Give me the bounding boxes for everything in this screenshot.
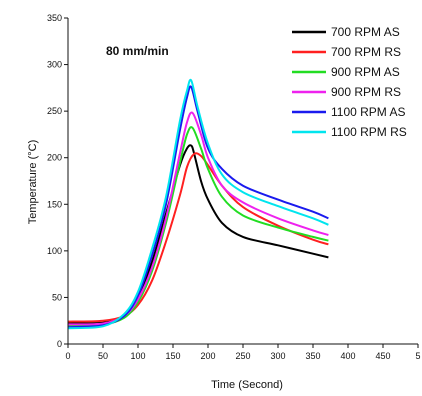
x-tick-label: 450 [375, 351, 390, 361]
legend-label-700-rpm-rs: 700 RPM RS [331, 45, 401, 59]
y-tick-label: 200 [47, 153, 62, 163]
x-tick-label: 400 [340, 351, 355, 361]
y-tick-label: 100 [47, 246, 62, 256]
y-axis-title: Temperature (°C) [27, 140, 39, 224]
x-tick-label: 350 [305, 351, 320, 361]
y-tick-label: 250 [47, 106, 62, 116]
x-axis-title: Time (Second) [211, 379, 283, 391]
y-tick-label: 150 [47, 199, 62, 209]
x-tick-label: 300 [270, 351, 285, 361]
series-line-1100-rpm-rs [67, 78, 329, 330]
y-tick-label: 0 [57, 339, 62, 349]
legend-label-900-rpm-as: 900 RPM AS [331, 65, 400, 79]
x-tick-label: 0 [65, 351, 70, 361]
chart-annotation: 80 mm/min [106, 44, 169, 58]
x-tick-label: 100 [130, 351, 145, 361]
x-tick-label: 150 [165, 351, 180, 361]
x-tick-label: 200 [200, 351, 215, 361]
legend-label-700-rpm-as: 700 RPM AS [331, 25, 400, 39]
x-tick-label: 50 [98, 351, 108, 361]
x-tick-label: 250 [235, 351, 250, 361]
legend-label-1100-rpm-as: 1100 RPM AS [331, 105, 405, 119]
series-line-700-rpm-rs [67, 152, 329, 323]
y-tick-label: 50 [52, 292, 62, 302]
legend-label-900-rpm-rs: 900 RPM RS [331, 85, 401, 99]
series-line-1100-rpm-as [67, 85, 329, 329]
y-tick-label: 350 [47, 13, 62, 23]
y-tick-label: 300 [47, 60, 62, 70]
series-line-900-rpm-as [67, 126, 329, 327]
series-line-900-rpm-rs [67, 111, 329, 326]
legend-label-1100-rpm-rs: 1100 RPM RS [331, 125, 407, 139]
series-line-700-rpm-as [67, 144, 329, 325]
x-tick-label: 5 [415, 351, 420, 361]
